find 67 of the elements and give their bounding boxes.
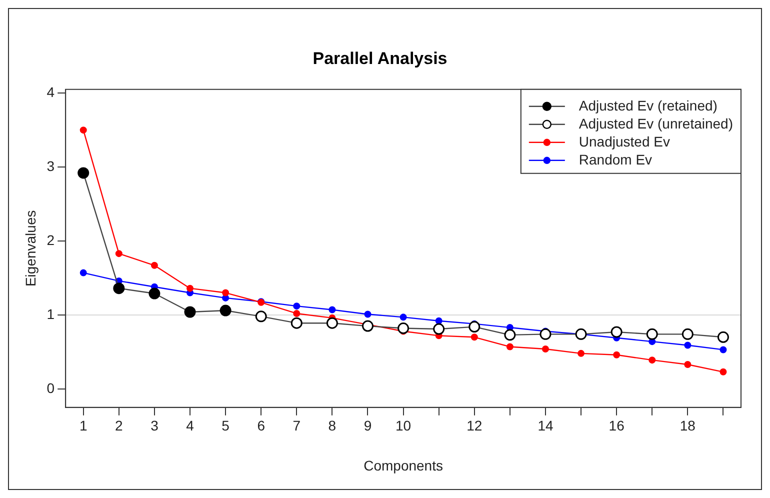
legend-label: Adjusted Ev (unretained) [578,115,734,132]
y-tick-label: 0 [46,380,55,396]
point [78,167,90,179]
y-tick-label: 2 [46,232,55,248]
point [293,310,300,317]
point [186,284,194,292]
x-tick-label: 14 [538,418,554,434]
point [80,269,87,276]
x-tick-label: 16 [608,418,625,434]
point [720,368,727,376]
point [255,310,267,322]
point [717,331,729,343]
x-tick-label: 1 [79,418,88,434]
point [115,250,122,258]
legend-label: Random Ev [578,151,652,168]
point [290,317,302,329]
point [542,345,549,352]
y-tick-label: 3 [46,158,55,174]
point [613,351,620,358]
y-tick-label: 1 [46,306,55,322]
x-tick-label: 4 [186,418,194,434]
x-tick-label: 10 [396,418,412,434]
point [470,334,478,341]
legend-label: Unadjusted Ev [578,133,670,150]
point [506,343,514,350]
point [328,306,336,314]
y-axis-title: Eigenvalues [22,210,38,287]
x-tick-label: 18 [680,418,696,434]
x-tick-label: 5 [222,418,230,434]
point [684,361,692,368]
point [610,326,622,338]
point [684,342,692,349]
point [80,126,87,134]
point [682,328,694,340]
point [184,306,196,318]
point [326,317,338,329]
point [648,356,656,364]
point [220,304,232,316]
point [575,328,587,340]
point [113,282,125,294]
x-axis-title: Components [364,457,443,474]
point [433,323,445,335]
point [578,350,585,357]
point [222,289,230,296]
point [468,321,480,333]
point [148,288,160,300]
x-tick-label: 9 [364,418,372,434]
x-tick-label: 8 [328,418,336,434]
point [540,328,552,340]
point [362,320,374,332]
point [720,346,727,354]
x-tick-label: 3 [150,418,159,434]
x-tick-label: 2 [115,418,124,434]
point [150,262,158,269]
point [293,302,300,310]
x-tick-label: 7 [292,418,301,434]
y-tick-label: 4 [46,84,55,100]
point [400,314,407,321]
x-tick-label: 12 [466,418,482,434]
point [364,310,372,318]
point [504,329,516,341]
point [398,322,410,334]
point [435,317,442,324]
chart-title: Parallel Analysis [312,48,448,68]
legend-label: Adjusted Ev (retained) [578,97,718,114]
x-tick-label: 6 [257,418,266,434]
point [646,328,658,340]
